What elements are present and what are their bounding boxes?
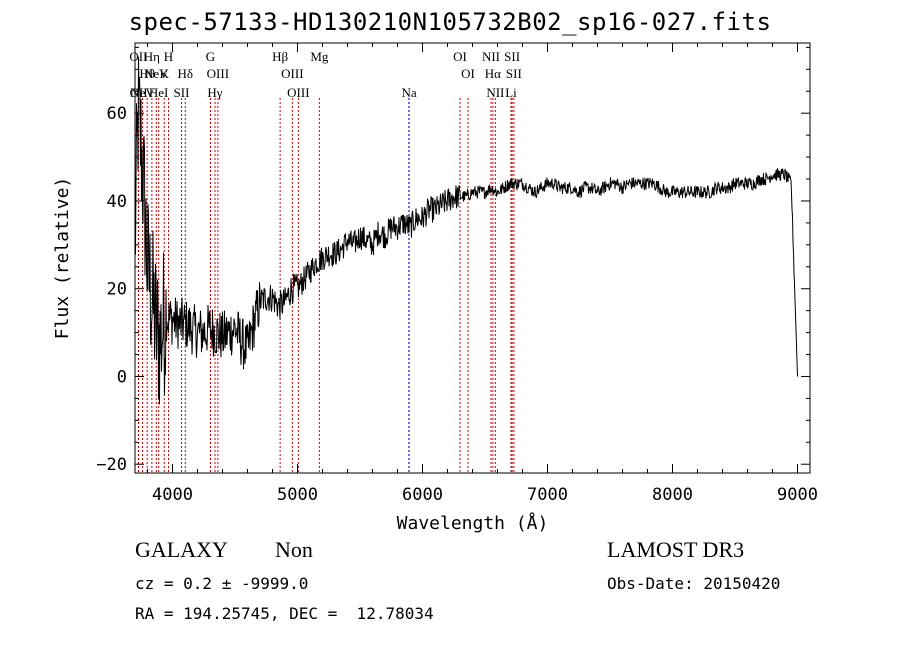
- plot-frame: [134, 42, 811, 474]
- class-label: GALAXY: [135, 537, 228, 562]
- y-axis-label: Flux (relative): [52, 177, 73, 340]
- line-label: SII: [506, 66, 522, 81]
- line-label: OI: [453, 49, 467, 64]
- line-label: Hθ: [139, 66, 155, 81]
- line-label: NII: [486, 85, 504, 100]
- line-label: NeV: [144, 66, 169, 81]
- line-label: OIII: [207, 66, 229, 81]
- line-label: OII: [130, 85, 148, 100]
- x-tick-label: 7000: [527, 485, 568, 505]
- chart-title: spec-57133-HD130210N105732B02_sp16-027.f…: [128, 8, 772, 36]
- line-label: SII: [174, 85, 190, 100]
- line-label: Hγ: [207, 85, 222, 100]
- x-tick-label: 5000: [277, 485, 318, 505]
- line-label: K: [160, 66, 170, 81]
- line-label: H: [164, 49, 173, 64]
- line-label: Hα: [485, 66, 501, 81]
- line-label: NII: [482, 49, 500, 64]
- line-label: Na: [402, 85, 417, 100]
- line-label: Mg: [310, 49, 329, 64]
- line-label: Hδ: [177, 66, 193, 81]
- y-tick-label: 20: [107, 280, 127, 300]
- x-tick-label: 4000: [152, 485, 193, 505]
- axes: 4000 5000 6000 7000 8000 9000 −20 0 20 40 60 Wavele…: [52, 42, 818, 534]
- x-tick-label: 6000: [402, 485, 443, 505]
- obs-date-text: Obs-Date: 20150420: [607, 574, 781, 593]
- line-label: Li: [505, 85, 517, 100]
- subclass-label: Non: [275, 537, 313, 562]
- y-tick-label: 60: [107, 104, 127, 124]
- line-label: Hη: [144, 49, 160, 64]
- survey-label: LAMOST DR3: [607, 537, 745, 562]
- line-label: HeI: [149, 85, 169, 100]
- line-label: NeV: [130, 85, 155, 100]
- line-label: G: [206, 49, 215, 64]
- x-tick-label: 8000: [652, 485, 693, 505]
- y-tick-label: −20: [96, 455, 127, 475]
- y-tick-label: 40: [107, 192, 127, 212]
- spectrum-line: [134, 56, 798, 405]
- x-tick-label: 9000: [777, 485, 818, 505]
- line-label: SII: [504, 49, 520, 64]
- line-label: OIII: [281, 66, 303, 81]
- redshift-text: cz = 0.2 ± -9999.0: [135, 574, 309, 593]
- line-label: OIII: [287, 85, 309, 100]
- spectrum-series: [134, 56, 798, 405]
- coordinates-text: RA = 194.25745, DEC = 12.78034: [135, 604, 434, 623]
- x-axis-label: Wavelength (Å): [397, 512, 549, 534]
- line-label: OII: [129, 49, 147, 64]
- line-label: Hβ: [272, 49, 288, 64]
- y-tick-label: 0: [117, 367, 127, 387]
- line-label: OI: [461, 66, 475, 81]
- emission-line-markers: [137, 98, 515, 473]
